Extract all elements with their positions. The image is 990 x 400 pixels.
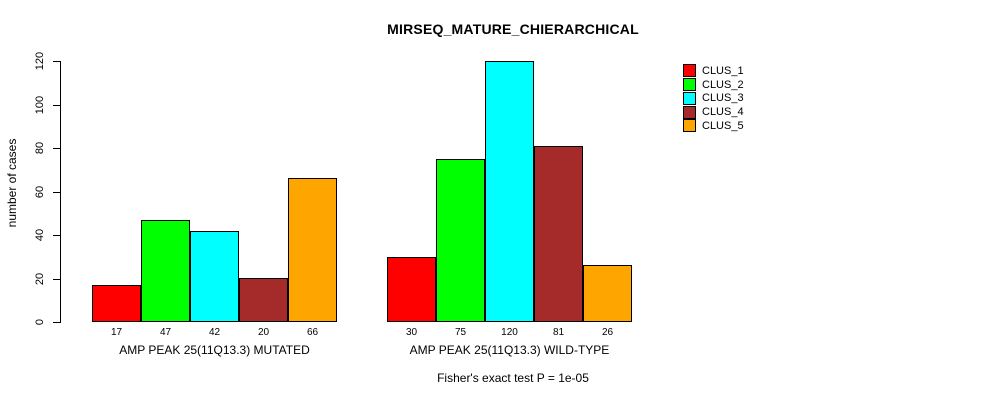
y-tick-mark — [53, 192, 60, 193]
y-tick-label: 80 — [34, 141, 46, 155]
bar-value-label: 26 — [601, 327, 614, 338]
bar-clus_5-group2 — [583, 265, 632, 322]
bar-value-label: 20 — [257, 327, 270, 338]
caption-fisher-test: Fisher's exact test P = 1e-05 — [437, 371, 589, 385]
bar-clus_5-group1 — [288, 178, 337, 322]
bar-clus_2-group2 — [436, 159, 485, 322]
bar-value-label: 81 — [552, 327, 565, 338]
legend-item-clus_4: CLUS_4 — [683, 105, 744, 119]
y-tick-label: 60 — [34, 185, 46, 199]
legend-swatch — [683, 91, 696, 105]
legend-label: CLUS_4 — [702, 106, 744, 119]
bar-clus_2-group1 — [141, 220, 190, 322]
y-tick-label: 40 — [34, 228, 46, 242]
legend-swatch — [683, 78, 696, 92]
y-tick-mark — [53, 279, 60, 280]
bar-value-label: 47 — [159, 327, 172, 338]
bar-value-label: 120 — [501, 327, 518, 338]
y-tick-mark — [53, 105, 60, 106]
legend-label: CLUS_3 — [702, 92, 744, 105]
y-axis-line — [60, 61, 61, 323]
bar-value-label: 17 — [110, 327, 123, 338]
legend-label: CLUS_2 — [702, 78, 744, 91]
legend-label: CLUS_1 — [702, 64, 744, 77]
y-tick-label: 120 — [34, 51, 46, 71]
bar-value-label: 66 — [306, 327, 319, 338]
chart-title: MIRSEQ_MATURE_CHIERARCHICAL — [387, 21, 639, 37]
bar-clus_1-group1 — [92, 285, 141, 322]
bar-clus_3-group1 — [190, 231, 239, 322]
legend-swatch — [683, 64, 696, 78]
group-label-2: AMP PEAK 25(11Q13.3) WILD-TYPE — [409, 343, 610, 357]
y-tick-label: 20 — [34, 272, 46, 286]
group-label-1: AMP PEAK 25(11Q13.3) MUTATED — [119, 343, 310, 357]
y-axis-title: number of cases — [5, 138, 19, 228]
y-tick-label: 0 — [34, 318, 46, 326]
bar-clus_1-group2 — [387, 257, 436, 322]
legend-item-clus_2: CLUS_2 — [683, 78, 744, 92]
legend-item-clus_1: CLUS_1 — [683, 64, 744, 78]
y-tick-mark — [53, 148, 60, 149]
legend-swatch — [683, 105, 696, 119]
bar-clus_4-group2 — [534, 146, 583, 322]
y-tick-mark — [53, 61, 60, 62]
bar-value-label: 30 — [405, 327, 418, 338]
bar-value-label: 75 — [454, 327, 467, 338]
bar-clus_3-group2 — [485, 61, 534, 322]
legend: CLUS_1 CLUS_2 CLUS_3 CLUS_4 CLUS_5 — [683, 64, 744, 133]
legend-item-clus_3: CLUS_3 — [683, 91, 744, 106]
legend-label: CLUS_5 — [702, 119, 744, 132]
y-tick-mark — [53, 235, 60, 236]
legend-swatch — [683, 119, 696, 133]
y-tick-label: 100 — [34, 95, 46, 115]
y-tick-mark — [53, 322, 60, 323]
bar-value-label: 42 — [208, 327, 221, 338]
legend-item-clus_5: CLUS_5 — [683, 119, 744, 133]
bar-clus_4-group1 — [239, 278, 288, 322]
